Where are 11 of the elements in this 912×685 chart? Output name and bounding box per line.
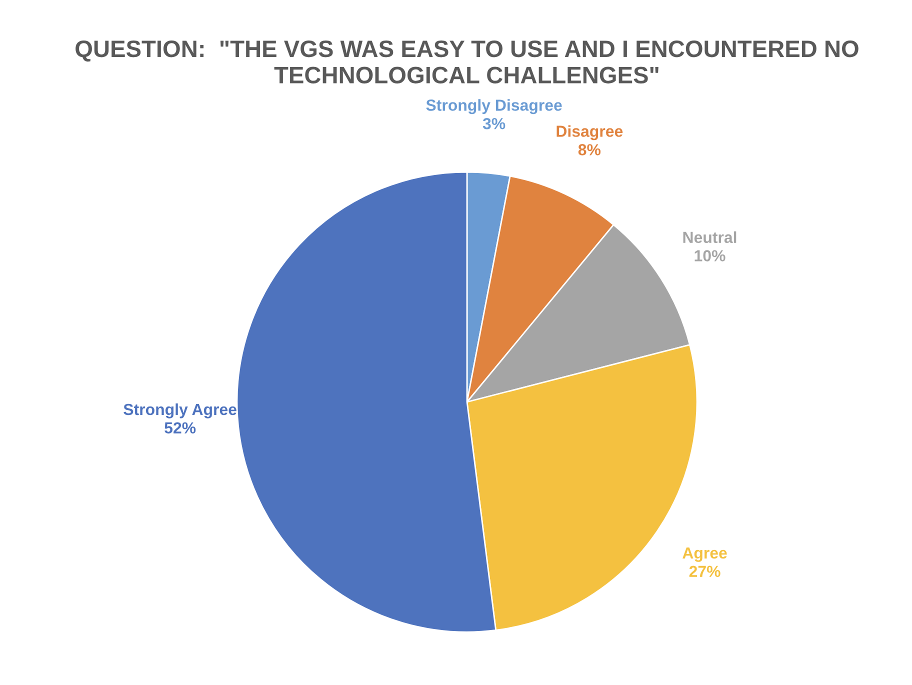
data-label: 8%	[578, 144, 601, 156]
slice-label: Disagree	[556, 125, 623, 140]
slice-label: Strongly Disagree	[426, 99, 562, 114]
data-label: 3%	[482, 118, 506, 130]
data-label: 52%	[164, 422, 196, 434]
data-label: 27%	[689, 566, 720, 578]
data-label: 10%	[694, 250, 726, 262]
chart-title: QUESTION: "THE VGS WAS EASY TO USE AND I ENCOUNTERED NO TECHNOLOGICAL CHALLENGES"	[76, 40, 858, 84]
slice-label: Agree	[682, 547, 727, 562]
slice-label: Neutral	[683, 231, 736, 244]
slice-label: Strongly Agree	[124, 403, 236, 418]
